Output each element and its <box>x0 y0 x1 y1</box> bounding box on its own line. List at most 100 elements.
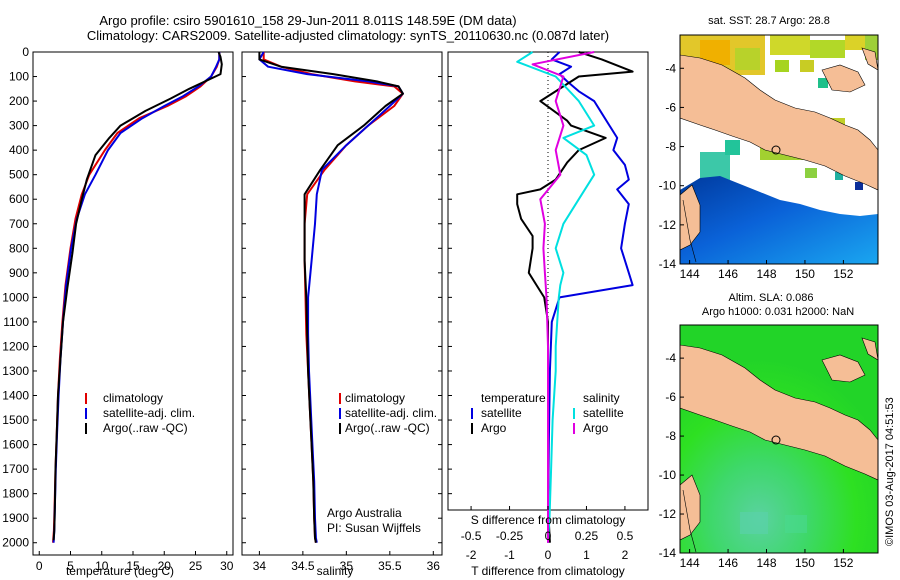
salinity-plot-frame <box>241 51 443 556</box>
temperature-series-line <box>52 51 223 541</box>
difference-profile-lines <box>516 51 634 543</box>
new-guinea-land <box>680 344 878 481</box>
salinity-axis-label: salinity <box>317 564 354 578</box>
legend-temp-argo-label: Argo <box>481 421 507 435</box>
figure-title-line2: Climatology: CARS2009. Satellite-adjuste… <box>87 28 609 43</box>
longitude-tick-label: 144 <box>680 556 700 570</box>
temperature-difference-tick-label: 1 <box>583 548 590 562</box>
longitude-tick-label: 144 <box>680 267 700 281</box>
legend-argo-label: Argo(..raw -QC) <box>103 421 188 435</box>
depth-tick-label: 1500 <box>2 413 29 427</box>
depth-tick-label: 300 <box>9 119 29 133</box>
difference-x-axes: -0.5 -0.25 0 0.25 0.5 -2 -1 0 1 2 <box>461 506 634 562</box>
latitude-tick-label: -6 <box>665 100 676 114</box>
depth-tick-label: 900 <box>9 266 29 280</box>
salinity-legend: climatology satellite-adj. clim. Argo(..… <box>339 391 437 435</box>
temperature-tick-label: 30 <box>220 559 234 573</box>
temperature-legend: climatology satellite-adj. clim. Argo(..… <box>85 391 195 435</box>
depth-tick-label: 1200 <box>2 339 29 353</box>
salinity-difference-tick-label: 0 <box>545 529 552 543</box>
latitude-tick-label: -4 <box>665 61 676 75</box>
legend-sal-argo-label: Argo <box>583 421 609 435</box>
sst-map-title: sat. SST: 28.7 Argo: 28.8 <box>708 15 830 27</box>
difference-legend: temperature satellite Argo salinity sate… <box>471 391 624 435</box>
temperature-tick-label: 20 <box>158 559 172 573</box>
salinity-difference-axis-label: S difference from climatology <box>471 513 626 527</box>
sla-anomaly-patch <box>785 515 807 533</box>
cape-york-land <box>680 184 701 251</box>
legend-sal-satellite-label: satellite <box>583 406 624 420</box>
latitude-tick-label: -8 <box>665 429 676 443</box>
sst-coral-sea-region <box>680 176 878 264</box>
legend-temp-satellite-label: satellite <box>481 406 522 420</box>
sst-map-frame <box>679 34 879 265</box>
salinity-tick-label: 35 <box>340 559 354 573</box>
salinity-difference-line <box>531 51 595 543</box>
reef-contour-line <box>682 489 697 553</box>
depth-tick-label: 600 <box>9 192 29 206</box>
new-ireland-land <box>861 337 878 361</box>
sla-map: Altim. SLA: 0.086 Argo h1000: 0.031 h200… <box>659 292 879 570</box>
salinity-difference-tick-label: -0.25 <box>496 529 524 543</box>
legend-argo-label: Argo(..raw -QC) <box>345 421 430 435</box>
imos-credit: ©IMOS 03-Aug-2017 04:51:53 <box>884 397 896 546</box>
reef-contour-line <box>682 199 697 263</box>
sst-float-position-marker <box>771 145 781 155</box>
depth-tick-label: 400 <box>9 143 29 157</box>
new-guinea-land <box>680 54 878 191</box>
longitude-tick-label: 148 <box>756 267 776 281</box>
longitude-tick-label: 152 <box>833 556 853 570</box>
sst-map-axes: 144 146 148 150 152 -4 -6 -8 -10 -12 -14 <box>659 61 854 281</box>
new-britain-land <box>821 64 866 93</box>
temperature-difference-line <box>547 51 634 543</box>
depth-tick-label: 1900 <box>2 511 29 525</box>
depth-tick-label: 1000 <box>2 290 29 304</box>
legend-climatology-label: climatology <box>345 391 405 405</box>
salinity-difference-tick-label: 0.25 <box>575 529 599 543</box>
latitude-tick-label: -6 <box>665 390 676 404</box>
temperature-tick-label: 5 <box>67 559 74 573</box>
longitude-tick-label: 148 <box>756 556 776 570</box>
depth-tick-label: 800 <box>9 241 29 255</box>
pi-note: PI: Susan Wijffels <box>327 521 421 535</box>
longitude-tick-label: 146 <box>718 556 738 570</box>
latitude-tick-label: -12 <box>659 507 677 521</box>
depth-tick-label: 700 <box>9 217 29 231</box>
institution-note: Argo Australia <box>327 506 402 520</box>
salinity-panel: 34 34.5 35 35.5 36 salinity climatology sate… <box>241 51 443 578</box>
longitude-tick-label: 150 <box>795 267 815 281</box>
salinity-profile-lines <box>258 51 404 543</box>
salinity-series-line <box>258 52 404 543</box>
salinity-difference-line <box>516 51 596 541</box>
temperature-tick-label: 25 <box>189 559 203 573</box>
salinity-tick-label: 34.5 <box>291 559 315 573</box>
sla-map-title: Altim. SLA: 0.086 <box>729 292 814 304</box>
legend-satellite-label: satellite-adj. clim. <box>345 406 437 420</box>
latitude-tick-label: -8 <box>665 140 676 154</box>
temperature-difference-tick-label: -1 <box>504 548 515 562</box>
temperature-difference-tick-label: 2 <box>622 548 629 562</box>
legend-satellite-label: satellite-adj. clim. <box>103 406 195 420</box>
temperature-x-axis: 0 5 10 15 20 25 30 <box>36 551 234 573</box>
latitude-tick-label: -10 <box>659 179 677 193</box>
legend-temperature-title: temperature <box>481 391 546 405</box>
sla-map-axes: 144 146 148 150 152 -4 -6 -8 -10 -12 -14 <box>659 351 854 570</box>
figure-title-line1: Argo profile: csiro 5901610_158 29-Jun-2… <box>99 13 516 28</box>
difference-panel: -0.5 -0.25 0 0.25 0.5 -2 -1 0 1 2 S difference fr… <box>447 51 649 578</box>
salinity-difference-tick-label: 0.5 <box>617 529 634 543</box>
temperature-tick-label: 15 <box>126 559 140 573</box>
depth-tick-label: 100 <box>9 70 29 84</box>
latitude-tick-label: -12 <box>659 218 677 232</box>
salinity-tick-label: 34 <box>253 559 267 573</box>
legend-climatology-label: climatology <box>103 391 163 405</box>
new-ireland-land <box>861 47 878 71</box>
temperature-difference-axis-label: T difference from climatology <box>471 564 625 578</box>
difference-depth-ticks <box>448 51 452 495</box>
sla-float-position-marker <box>771 435 781 445</box>
depth-tick-label: 1300 <box>2 364 29 378</box>
depth-tick-label: 200 <box>9 94 29 108</box>
depth-tick-label: 0 <box>22 45 29 59</box>
longitude-tick-label: 152 <box>833 267 853 281</box>
depth-tick-label: 1800 <box>2 487 29 501</box>
